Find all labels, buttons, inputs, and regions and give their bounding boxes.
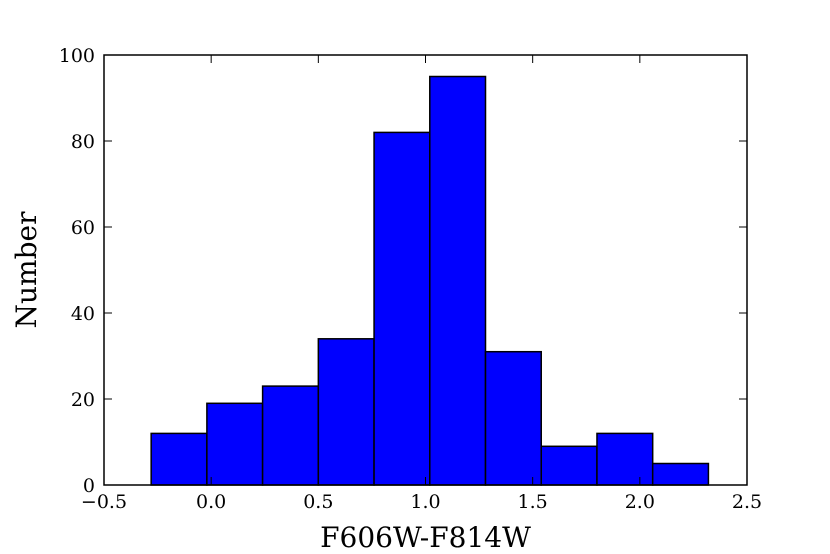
y-tick-label: 40 xyxy=(71,303,95,325)
histogram-bar xyxy=(596,432,654,486)
x-tick-label: 1.0 xyxy=(410,491,440,513)
tick-labels: −0.5 0.0 0.5 1.0 1.5 2.0 2.5 0 20 40 60 80 100 xyxy=(59,45,762,513)
y-tick-label: 100 xyxy=(59,45,95,67)
x-axis-label: F606W-F814W xyxy=(320,521,531,554)
x-tick-label: 0.5 xyxy=(303,491,333,513)
x-tick-label: −0.5 xyxy=(81,491,127,513)
histogram-bar xyxy=(540,445,598,486)
x-tick-label: 0.0 xyxy=(196,491,226,513)
x-tick-label: 1.5 xyxy=(518,491,548,513)
x-tick-label: 2.5 xyxy=(732,491,762,513)
histogram-bar xyxy=(317,338,375,486)
histogram-bar xyxy=(261,385,320,486)
histogram-bar xyxy=(484,350,542,486)
histogram-bar xyxy=(206,402,264,486)
plot-frame xyxy=(103,54,748,486)
histogram-bars xyxy=(150,75,710,486)
y-tick-label: 0 xyxy=(83,475,95,497)
histogram-bar xyxy=(651,462,710,486)
histogram-bar xyxy=(373,131,431,486)
histogram-bar xyxy=(429,75,487,486)
y-tick-label: 20 xyxy=(71,389,95,411)
y-axis-label: Number xyxy=(10,211,43,329)
y-tick-label: 60 xyxy=(71,217,95,239)
x-tick-label: 2.0 xyxy=(625,491,655,513)
y-tick-label: 80 xyxy=(71,131,95,153)
histogram-bar xyxy=(150,432,208,486)
